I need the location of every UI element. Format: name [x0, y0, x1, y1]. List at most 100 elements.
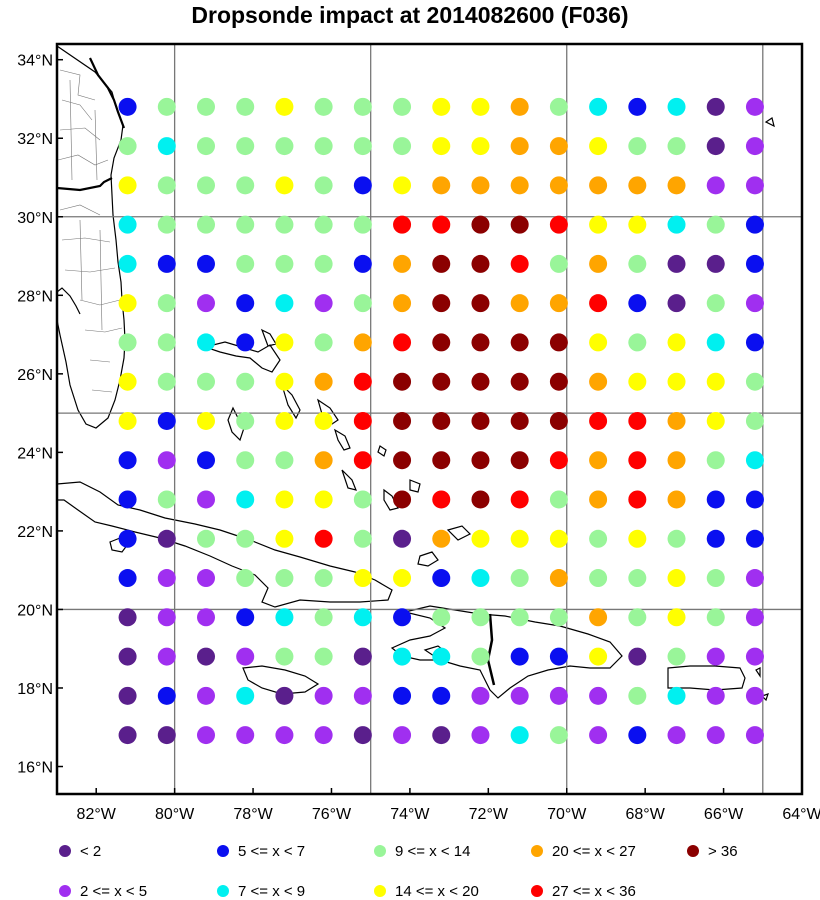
- impact-dot: [471, 411, 490, 430]
- legend-label: 9 <= x < 14: [395, 843, 470, 860]
- impact-dot: [275, 294, 294, 313]
- impact-dot: [275, 608, 294, 627]
- impact-dot: [706, 726, 725, 745]
- impact-dot: [706, 372, 725, 391]
- impact-dot: [471, 726, 490, 745]
- impact-dot: [275, 647, 294, 666]
- impact-dot: [628, 529, 647, 548]
- x-tick-label: 72°W: [469, 806, 509, 823]
- impact-dot: [549, 529, 568, 548]
- impact-dot: [667, 529, 686, 548]
- impact-dot: [197, 647, 215, 666]
- impact-dot: [589, 97, 608, 116]
- impact-dot: [432, 176, 451, 195]
- impact-dot: [589, 608, 608, 627]
- impact-dot: [393, 215, 412, 234]
- legend-label: 5 <= x < 7: [238, 843, 305, 860]
- legend-swatch: [374, 885, 386, 897]
- impact-dot: [353, 608, 372, 627]
- impact-dot: [628, 372, 647, 391]
- impact-dot: [745, 372, 764, 391]
- impact-dot: [393, 569, 412, 588]
- impact-dot: [667, 686, 686, 705]
- impact-dot: [275, 254, 294, 273]
- y-tick-label: 16°N: [17, 760, 53, 777]
- isla-juventud: [109, 537, 129, 553]
- impact-dot: [314, 372, 333, 391]
- legend-swatch: [217, 885, 229, 897]
- impact-dot: [706, 411, 725, 430]
- impact-dot: [471, 490, 490, 509]
- impact-dot: [314, 490, 333, 509]
- impact-dot: [197, 451, 215, 470]
- impact-dot: [157, 726, 176, 745]
- y-tick-label: 24°N: [17, 445, 53, 462]
- impact-dot: [393, 294, 412, 313]
- impact-dot: [197, 490, 215, 509]
- impact-dot: [510, 647, 529, 666]
- impact-dot: [510, 137, 529, 156]
- impact-dot: [667, 608, 686, 627]
- impact-dot: [197, 569, 215, 588]
- impact-dot: [353, 569, 372, 588]
- impact-dot: [197, 372, 215, 391]
- impact-dot: [706, 333, 725, 352]
- impact-dot: [745, 176, 764, 195]
- impact-dot: [667, 451, 686, 470]
- impact-dot: [157, 686, 176, 705]
- impact-dot: [157, 529, 176, 548]
- impact-dot: [157, 608, 176, 627]
- legend-swatch: [687, 845, 699, 857]
- x-tick-label: 76°W: [312, 806, 352, 823]
- impact-dot: [353, 176, 372, 195]
- impact-dot: [432, 254, 451, 273]
- impact-dot: [393, 97, 412, 116]
- impact-dot: [353, 97, 372, 116]
- impact-dot: [157, 569, 176, 588]
- impact-dot: [236, 726, 255, 745]
- legend-swatch: [59, 845, 71, 857]
- impact-dot: [471, 97, 490, 116]
- impact-dot: [745, 254, 764, 273]
- impact-dot: [549, 451, 568, 470]
- impact-dot: [157, 647, 176, 666]
- impact-dot: [510, 686, 529, 705]
- impact-dot: [197, 529, 215, 548]
- impact-dot: [706, 176, 725, 195]
- impact-dot: [706, 647, 725, 666]
- impact-dot: [236, 372, 255, 391]
- impact-dot: [236, 608, 255, 627]
- impact-dot: [628, 569, 647, 588]
- impact-dot: [667, 647, 686, 666]
- impact-dot: [667, 411, 686, 430]
- impact-dot: [510, 490, 529, 509]
- impact-dot: [432, 686, 451, 705]
- y-tick-label: 32°N: [17, 131, 53, 148]
- impact-dot: [471, 372, 490, 391]
- impact-dot: [393, 254, 412, 273]
- legend-label: 27 <= x < 36: [552, 883, 636, 900]
- impact-dot: [236, 254, 255, 273]
- impact-dot: [275, 686, 294, 705]
- impact-dot: [471, 215, 490, 234]
- impact-dot: [549, 137, 568, 156]
- impact-dot: [275, 97, 294, 116]
- impact-dot: [393, 529, 412, 548]
- impact-dot: [393, 686, 412, 705]
- impact-dot: [236, 215, 255, 234]
- legend-swatch: [217, 845, 229, 857]
- impact-dot: [314, 647, 333, 666]
- impact-dot: [667, 215, 686, 234]
- legend-item: < 2: [59, 843, 101, 860]
- impact-dot: [510, 411, 529, 430]
- panhandle-coastline: [57, 287, 81, 315]
- impact-dot: [706, 569, 725, 588]
- impact-dot: [667, 176, 686, 195]
- impact-dot: [197, 254, 215, 273]
- impact-dot: [589, 137, 608, 156]
- impact-dot: [432, 137, 451, 156]
- impact-dot: [157, 490, 176, 509]
- impact-dot: [745, 647, 764, 666]
- impact-dot: [589, 411, 608, 430]
- impact-dot: [628, 215, 647, 234]
